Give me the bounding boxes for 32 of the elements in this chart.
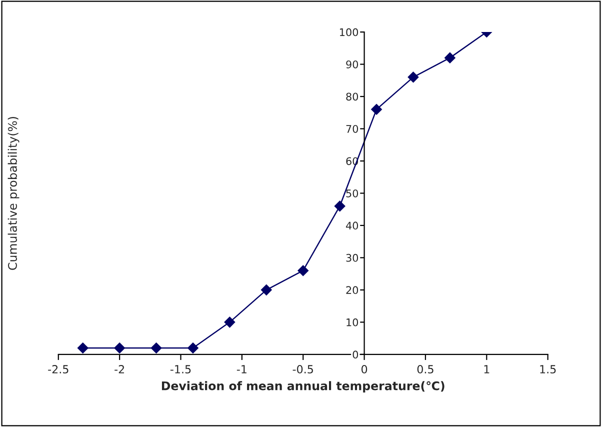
- point: [224, 316, 236, 328]
- x-tick-label: -0.5: [292, 365, 313, 374]
- point: [408, 72, 419, 83]
- x-tick-label: 0: [361, 365, 368, 374]
- x-tick-label: -2: [114, 365, 124, 374]
- y-tick-label: 20: [346, 286, 358, 294]
- y-tick-label: 40: [346, 222, 358, 230]
- x-tick-label: -1: [236, 365, 246, 374]
- y-tick-label: 80: [346, 92, 358, 101]
- y-tick-label: 100: [340, 28, 358, 36]
- point: [444, 52, 456, 64]
- point: [334, 200, 346, 212]
- point: [298, 265, 309, 276]
- x-tick-label: -2.5: [48, 365, 68, 374]
- x-tick-label: 1.5: [540, 365, 556, 374]
- x-axis-title: Deviation of mean annual temperature(℃): [162, 381, 444, 393]
- y-tick-label: 30: [346, 254, 358, 262]
- point: [77, 342, 88, 354]
- y-tick-label: 0: [352, 350, 358, 359]
- point: [114, 342, 126, 354]
- y-tick-label: 90: [346, 60, 358, 68]
- point: [188, 342, 198, 354]
- x-tick-label: -1.5: [170, 365, 191, 374]
- y-tick-label: 10: [346, 318, 358, 326]
- point: [150, 342, 162, 354]
- point: [260, 284, 272, 296]
- y-tick-label: 70: [346, 124, 358, 133]
- x-tick-label: 1: [484, 365, 490, 374]
- x-tick-label: 0.5: [417, 365, 434, 374]
- y-tick-label: 50: [346, 189, 358, 198]
- point: [371, 104, 382, 115]
- y-axis-title: Cumulative probability(%): [8, 116, 20, 270]
